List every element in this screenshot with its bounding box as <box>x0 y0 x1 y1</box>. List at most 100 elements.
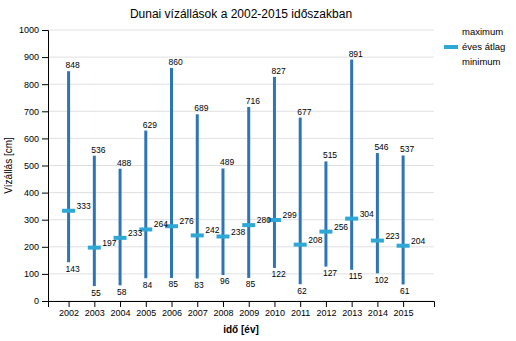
y-axis-line <box>42 31 49 302</box>
max-label: 827 <box>271 66 285 76</box>
range-bar <box>376 153 379 273</box>
average-label: 223 <box>385 231 399 241</box>
y-tick: 1000 <box>19 25 48 35</box>
x-tick: 2011 <box>291 301 310 318</box>
x-axis-line <box>49 302 435 308</box>
x-axis: 2002 2003 2004 2005 2006 2007 2008 2009 2010 2011… <box>49 301 435 318</box>
min-label: 85 <box>169 279 179 289</box>
x-tick-label: 2013 <box>342 308 362 318</box>
average-label: 238 <box>231 227 245 237</box>
y-tick: 0 <box>34 296 48 306</box>
max-label: 546 <box>374 142 388 152</box>
min-label: 58 <box>117 287 127 297</box>
average-tick <box>88 246 101 250</box>
chart-title: Dunai vízállások a 2002-2015 időszakban <box>130 7 352 21</box>
y-axis: 01002003004005006007008009001000 <box>19 25 49 306</box>
average-label: 280 <box>257 215 271 225</box>
chart-container: 2002 2003 2004 2005 2006 2007 2008 2009 2010 2011… <box>0 0 516 341</box>
x-tick-mark <box>377 301 378 307</box>
max-label: 488 <box>117 158 131 168</box>
range-bar <box>93 156 96 286</box>
max-label: 489 <box>220 157 234 167</box>
min-label: 115 <box>349 271 363 281</box>
x-tick-mark <box>403 301 404 307</box>
y-tick-label: 0 <box>34 296 39 306</box>
min-label: 122 <box>271 269 285 279</box>
average-tick <box>294 243 307 247</box>
average-label: 197 <box>102 238 116 248</box>
average-label: 204 <box>411 236 425 246</box>
average-tick <box>371 239 384 243</box>
y-tick-label: 700 <box>24 107 39 117</box>
max-label: 537 <box>400 144 414 154</box>
x-tick-mark <box>274 301 275 307</box>
y-tick-label: 400 <box>24 188 39 198</box>
max-label: 848 <box>66 60 80 70</box>
x-tick: 2006 <box>162 301 182 318</box>
legend-label: maximum <box>462 26 503 37</box>
y-tick-mark <box>42 220 48 221</box>
average-label: 256 <box>334 222 348 232</box>
range-bar <box>144 131 147 279</box>
x-tick: 2015 <box>394 301 414 318</box>
y-tick-label: 100 <box>24 269 39 279</box>
grid-line <box>48 84 434 85</box>
legend-label: éves átlag <box>462 41 505 52</box>
x-tick: 2009 <box>239 301 259 318</box>
x-tick-label: 2014 <box>368 308 388 318</box>
y-tick: 900 <box>24 52 48 62</box>
legend: maximum éves átlag minimum <box>444 26 505 67</box>
range-bar <box>196 114 199 278</box>
y-tick: 600 <box>24 134 48 144</box>
x-tick-mark <box>352 301 353 307</box>
x-tick-mark <box>120 301 121 307</box>
x-tick-label: 2005 <box>136 308 156 318</box>
x-tick: 2010 <box>265 301 285 318</box>
x-tick-label: 2004 <box>111 308 131 318</box>
y-tick-mark <box>42 138 48 139</box>
x-tick-label: 2008 <box>213 308 233 318</box>
min-label: 84 <box>143 280 153 290</box>
legend-label: minimum <box>462 56 501 67</box>
x-tick: 2007 <box>188 301 208 318</box>
average-label: 304 <box>360 209 374 219</box>
min-label: 96 <box>220 276 230 286</box>
y-tick: 400 <box>24 188 48 198</box>
min-label: 102 <box>374 275 388 285</box>
x-tick-mark <box>146 301 147 307</box>
x-tick-label: 2010 <box>265 308 285 318</box>
min-label: 85 <box>246 279 256 289</box>
grid-line <box>48 57 434 58</box>
y-tick-mark <box>42 166 48 167</box>
x-tick-label: 2009 <box>239 308 259 318</box>
y-tick-label: 200 <box>24 242 39 252</box>
min-label: 55 <box>91 288 101 298</box>
y-tick-label: 300 <box>24 215 39 225</box>
y-tick: 100 <box>24 269 48 279</box>
range-bar <box>221 168 224 275</box>
average-tick <box>62 209 75 213</box>
legend-swatch <box>444 45 458 49</box>
x-tick: 2014 <box>368 301 388 318</box>
min-label: 62 <box>297 286 307 296</box>
x-tick: 2004 <box>111 301 131 318</box>
x-tick-label: 2003 <box>85 308 105 318</box>
range-bar <box>299 118 302 285</box>
x-tick-label: 2011 <box>291 308 310 318</box>
y-tick: 800 <box>24 80 48 90</box>
range-bar <box>170 68 173 278</box>
range-bar <box>67 71 70 262</box>
max-label: 716 <box>246 96 260 106</box>
x-axis-title: idő [év] <box>223 324 259 335</box>
x-tick-label: 2015 <box>394 308 414 318</box>
min-label: 83 <box>194 280 204 290</box>
max-label: 689 <box>194 103 208 113</box>
x-tick-mark <box>94 301 95 307</box>
max-label: 860 <box>169 57 183 67</box>
legend-item: minimum <box>462 56 501 67</box>
x-tick-mark <box>249 301 250 307</box>
x-tick: 2002 <box>59 301 79 318</box>
marks <box>62 60 410 287</box>
x-tick-mark <box>326 301 327 307</box>
x-tick-mark <box>172 301 173 307</box>
